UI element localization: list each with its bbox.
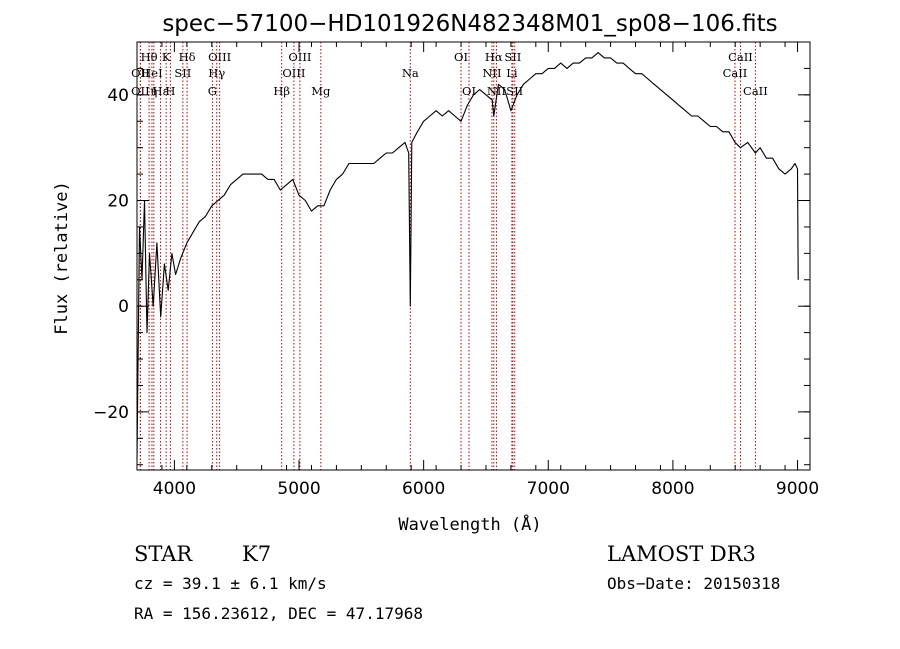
line-marker-label: Hθ <box>141 50 158 64</box>
line-marker-label: Li <box>506 66 518 80</box>
axis-ticks <box>137 41 811 470</box>
line-marker-label: HeI <box>141 66 162 80</box>
x-tick-label: 5000 <box>277 479 320 499</box>
survey-name: LAMOST DR3 <box>607 542 756 566</box>
x-tick-label: 8000 <box>651 479 694 499</box>
line-marker-label: OIII <box>282 66 305 80</box>
observation-date: Obs−Date: 20150318 <box>607 574 780 593</box>
line-marker-label: SII <box>174 66 191 80</box>
coordinates-info: RA = 156.23612, DEC = 47.17968 <box>134 604 423 623</box>
object-class: STAR <box>134 542 193 566</box>
line-marker-label: η <box>150 84 157 98</box>
line-marker-label: CaII <box>723 66 748 80</box>
line-marker-label: OIII <box>288 50 311 64</box>
spectrum-series-line <box>136 52 799 460</box>
object-subclass: K7 <box>242 542 271 566</box>
line-marker-label: OI <box>462 84 476 98</box>
y-tick-label: −20 <box>93 403 129 423</box>
x-tick-label: 9000 <box>776 479 819 499</box>
line-marker-label: CaII <box>743 84 768 98</box>
line-marker-label: G <box>208 84 217 98</box>
line-marker-lines <box>139 42 756 470</box>
line-marker-label: Hε <box>153 84 169 98</box>
line-marker-label: K <box>162 50 171 64</box>
line-marker-label: Hβ <box>273 84 290 98</box>
y-tick-label: 0 <box>118 297 129 317</box>
line-marker-label: Hγ <box>208 66 225 80</box>
x-tick-label: 7000 <box>527 479 570 499</box>
x-axis-label: Wavelength (Å) <box>398 513 541 535</box>
redshift-info: cz = 39.1 ± 6.1 km/s <box>134 574 327 593</box>
line-marker-label: OIII <box>208 50 231 64</box>
line-marker-label: Mg <box>311 84 331 98</box>
x-tick-label: 4000 <box>153 479 196 499</box>
line-marker-label: Hα <box>485 50 503 64</box>
line-marker-label: OI <box>454 50 468 64</box>
chart-title: spec−57100−HD101926N482348M01_sp08−106.f… <box>162 11 777 37</box>
line-marker-label: SII <box>504 50 521 64</box>
line-marker-label: NII <box>487 84 506 98</box>
line-marker-label: H <box>165 84 175 98</box>
line-marker-label: OII <box>131 84 150 98</box>
line-marker-label: SII <box>506 84 523 98</box>
line-marker-label: OII <box>131 66 150 80</box>
axis-tick-labels: 4000 5000 6000 7000 8000 9000 −20 0 20 40 <box>93 86 819 499</box>
y-tick-label: 40 <box>107 86 129 106</box>
line-marker-label: Hδ <box>179 50 196 64</box>
line-marker-label: NII <box>482 66 501 80</box>
line-marker-label: CaII <box>728 50 753 64</box>
x-tick-label: 6000 <box>402 479 445 499</box>
y-axis-label: Flux (relative) <box>52 181 72 335</box>
line-marker-label: Na <box>402 66 419 80</box>
y-tick-label: 20 <box>107 192 129 212</box>
plot-frame <box>136 41 811 471</box>
